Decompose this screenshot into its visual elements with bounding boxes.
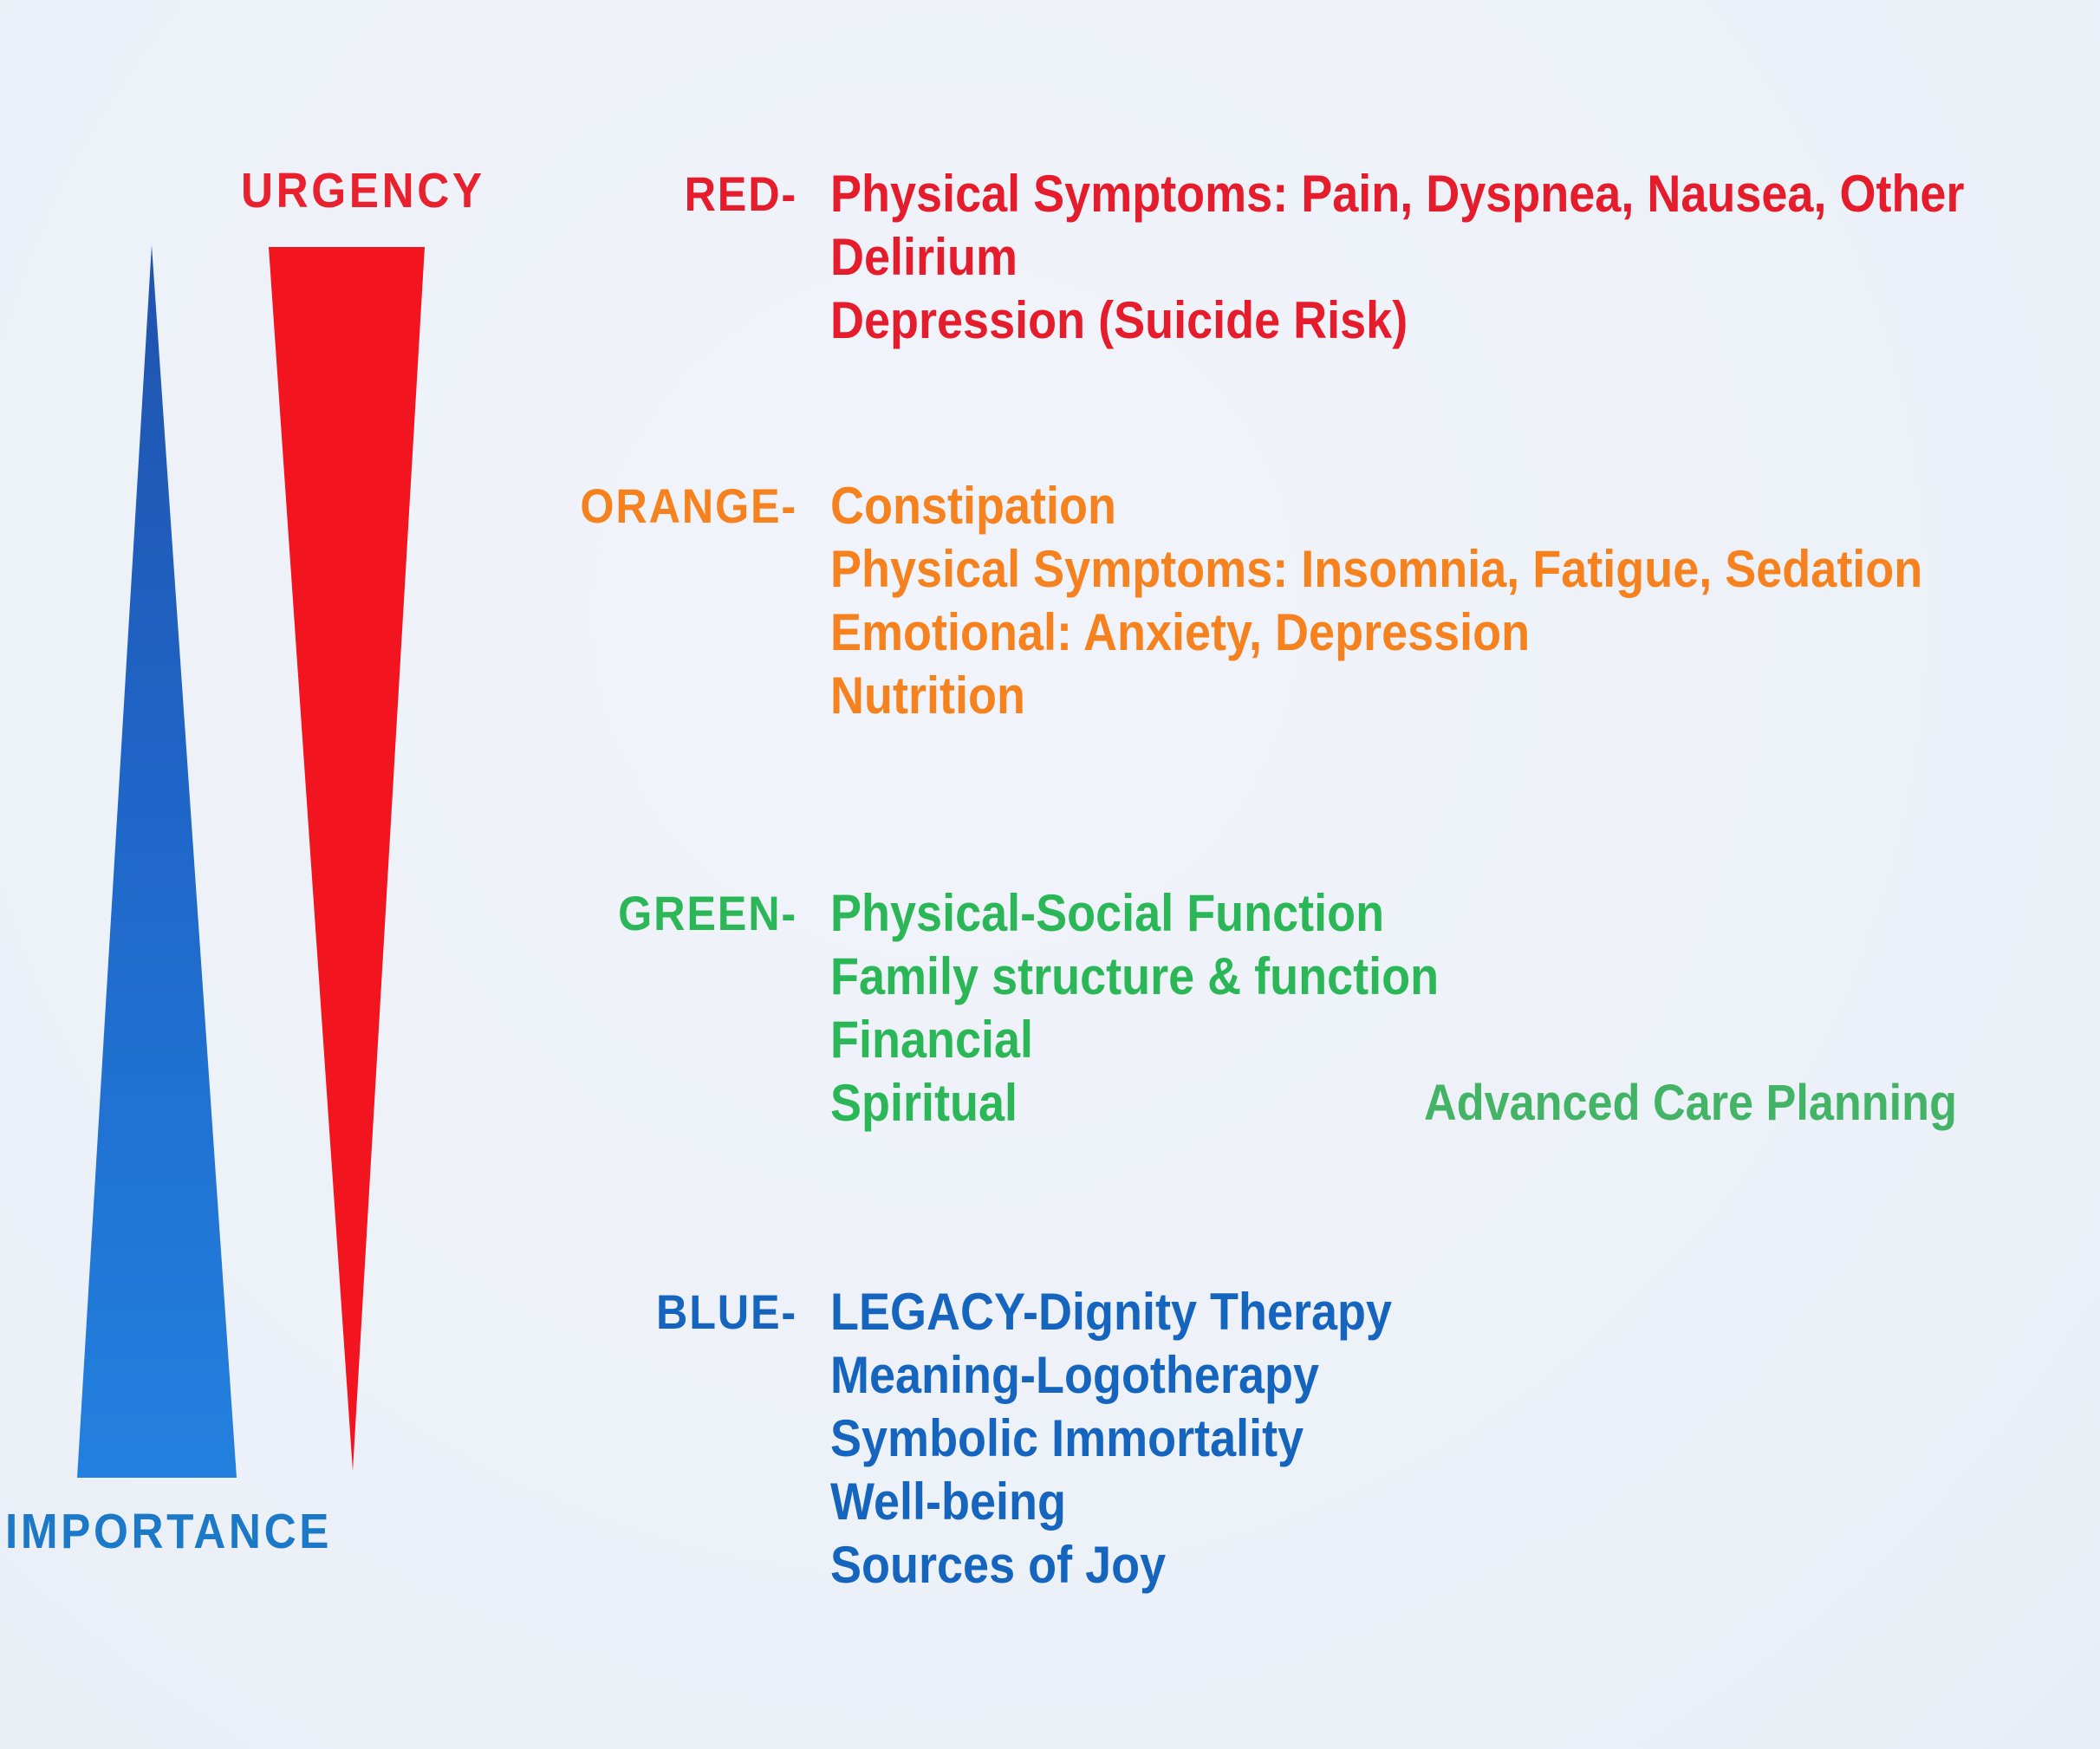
blue-section-label: BLUE- <box>656 1284 797 1339</box>
red-section-label: RED- <box>684 166 797 221</box>
urgency-triangle <box>269 247 425 1471</box>
green-item: Spiritual <box>830 1074 1018 1132</box>
orange-section-items: Constipation Physical Symptoms: Insomnia… <box>830 474 1922 727</box>
blue-item: Sources of Joy <box>830 1536 1167 1594</box>
red-section-items: Physical Symptoms: Pain, Dyspnea, Nausea… <box>830 162 1964 352</box>
orange-item: Nutrition <box>830 666 1025 725</box>
green-item: Physical-Social Function <box>830 884 1385 942</box>
green-section-label: GREEN- <box>618 886 797 940</box>
orange-item: Emotional: Anxiety, Depression <box>830 603 1531 661</box>
green-item: Family structure & function <box>830 947 1440 1005</box>
orange-item: Constipation <box>830 477 1116 535</box>
blue-item: Meaning-Logotherapy <box>830 1346 1320 1404</box>
red-item: Physical Symptoms: Pain, Dyspnea, Nausea… <box>830 165 1965 223</box>
urgency-axis-label: URGENCY <box>241 163 485 218</box>
green-item: Financial <box>830 1011 1034 1069</box>
blue-item: LEGACY-Dignity Therapy <box>830 1283 1393 1341</box>
blue-item: Well-being <box>830 1473 1067 1531</box>
red-item: Delirium <box>830 228 1018 286</box>
green-section-items: Physical-Social Function Family structur… <box>830 881 1439 1135</box>
importance-triangle <box>77 245 237 1478</box>
orange-section-label: ORANGE- <box>580 478 797 533</box>
advanced-care-planning-note: Advanced Care Planning <box>1424 1075 1957 1131</box>
orange-item: Physical Symptoms: Insomnia, Fatigue, Se… <box>830 540 1923 598</box>
blue-item: Symbolic Immortality <box>830 1409 1304 1467</box>
red-item: Depression (Suicide Risk) <box>830 291 1408 349</box>
blue-section-items: LEGACY-Dignity Therapy Meaning-Logothera… <box>830 1280 1392 1596</box>
importance-axis-label: IMPORTANCE <box>5 1504 333 1559</box>
